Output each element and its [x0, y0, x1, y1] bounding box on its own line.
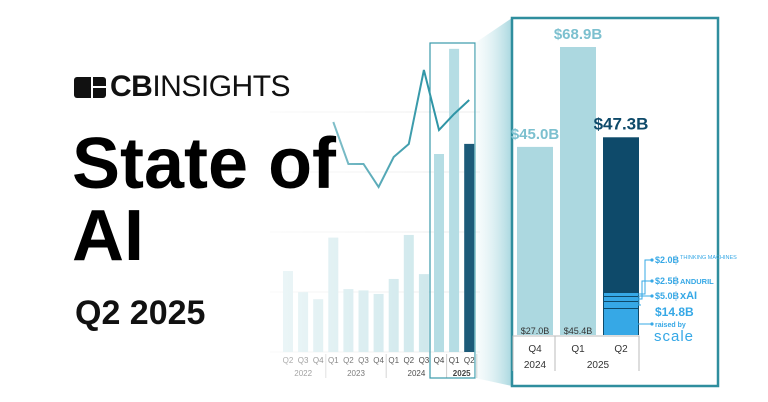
zoom-bar	[517, 146, 553, 335]
raised-by-label: raised by	[655, 322, 686, 329]
callout-line	[634, 259, 652, 295]
zoom-year-label: 2025	[587, 360, 610, 371]
breakdown-amount: $2.5B	[655, 276, 680, 286]
breakdown-amount: $5.0B	[655, 291, 680, 301]
table-border	[512, 335, 640, 371]
zoom-value-label: $45.0B	[511, 126, 560, 143]
callout-line	[634, 295, 652, 306]
zoom-x-tick: Q1	[571, 344, 585, 355]
logo-suffix: INSIGHTS	[152, 70, 291, 103]
zoom-value-label: $68.9B	[554, 26, 603, 43]
breakdown-segment	[604, 293, 638, 296]
company-name: THINKING MACHINES	[680, 255, 737, 261]
logo-prefix: CB	[110, 70, 153, 103]
bar	[449, 48, 460, 353]
company-name: xAI	[680, 290, 697, 302]
page-title: State of AI	[72, 124, 337, 276]
x-tick-label: Q4	[434, 356, 445, 365]
year-label: 2025	[453, 369, 471, 378]
breakdown-amount: $14.8B	[655, 305, 694, 319]
base-value-label: $45.4B	[564, 326, 593, 336]
callout-dot	[650, 322, 654, 326]
page-subtitle: Q2 2025	[75, 294, 206, 332]
cb-insights-logo: CBINSIGHTS	[74, 70, 291, 104]
zoom-x-tick: Q4	[528, 344, 542, 355]
breakdown-amount: $2.0B	[655, 255, 680, 265]
zoom-year-label: 2024	[524, 360, 547, 371]
x-tick-label: Q2	[464, 356, 475, 365]
callout-dot	[650, 279, 654, 283]
callout-dot	[650, 294, 654, 298]
base-value-label: $27.0B	[521, 326, 550, 336]
bar	[434, 154, 444, 352]
company-name: ANDURIL	[680, 277, 714, 286]
cb-logo-icon	[74, 77, 106, 98]
breakdown-segment	[604, 309, 638, 335]
breakdown-segment	[604, 302, 638, 308]
zoom-value-label: $47.3B	[594, 114, 649, 133]
x-tick-label: Q1	[449, 356, 460, 365]
breakdown-segment	[604, 297, 638, 301]
zoom-connector	[475, 18, 512, 386]
zoom-bar	[560, 46, 596, 336]
scale-logo: scale	[654, 328, 694, 345]
callout-dot	[650, 258, 654, 262]
zoom-x-tick: Q2	[614, 344, 628, 355]
bar	[464, 143, 475, 352]
